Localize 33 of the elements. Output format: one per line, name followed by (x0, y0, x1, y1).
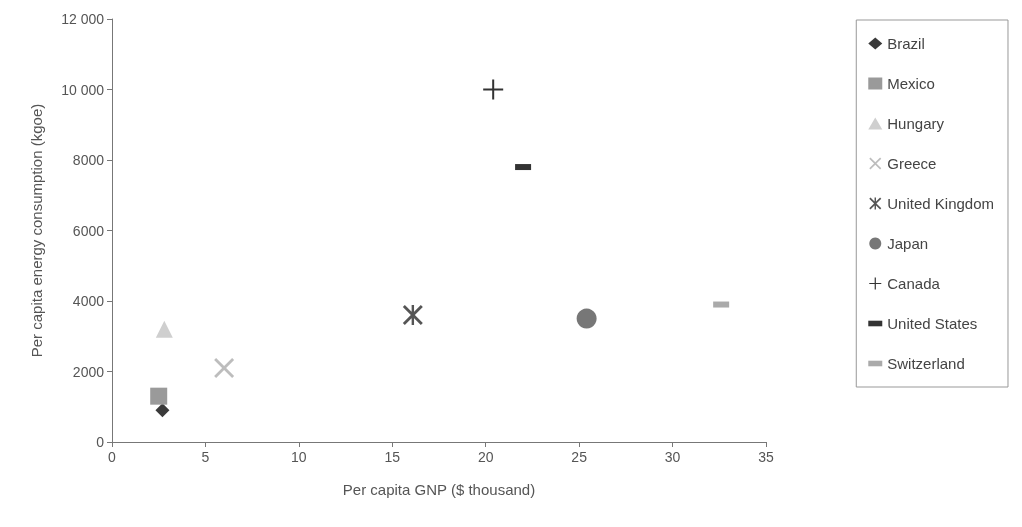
x-tick-label: 10 (291, 449, 307, 465)
legend-label: United States (887, 315, 978, 332)
x-tick-label: 35 (758, 449, 774, 465)
legend-label: Canada (887, 275, 941, 292)
point (214, 357, 235, 378)
x-tick-label: 15 (384, 449, 401, 465)
y-tick-label: 10 000 (61, 81, 105, 98)
x-tick-label: 5 (201, 449, 210, 465)
y-tick-label: 12 000 (61, 11, 105, 27)
x-tick-label: 25 (571, 449, 588, 465)
legend-label: Switzerland (887, 355, 965, 372)
point (402, 305, 423, 326)
point (155, 403, 170, 418)
y-tick-label: 2000 (72, 363, 105, 380)
x-tick-label: 30 (664, 449, 681, 465)
point (150, 387, 168, 405)
point (576, 308, 597, 329)
legend-label: Mexico (887, 75, 935, 92)
y-tick-label: 4000 (72, 293, 105, 309)
legend-label: Japan (887, 235, 929, 252)
y-tick-label: 0 (96, 434, 105, 450)
y-tick-label: 8000 (72, 152, 105, 168)
x-tick-label: 0 (108, 449, 117, 465)
point (155, 320, 173, 338)
x-axis-title: Per capita GNP ($ thousand) (342, 481, 536, 498)
x-tick-label: 20 (477, 449, 494, 465)
y-tick-label: 6000 (72, 222, 105, 239)
legend-label: Brazil (887, 35, 925, 52)
y-axis-title: Per capita energy consumption (kgoe) (28, 103, 45, 358)
legend-label: Hungary (887, 115, 945, 132)
point (483, 79, 504, 100)
legend-label: Greece (887, 155, 937, 172)
legend-label: United Kingdom (887, 195, 995, 212)
